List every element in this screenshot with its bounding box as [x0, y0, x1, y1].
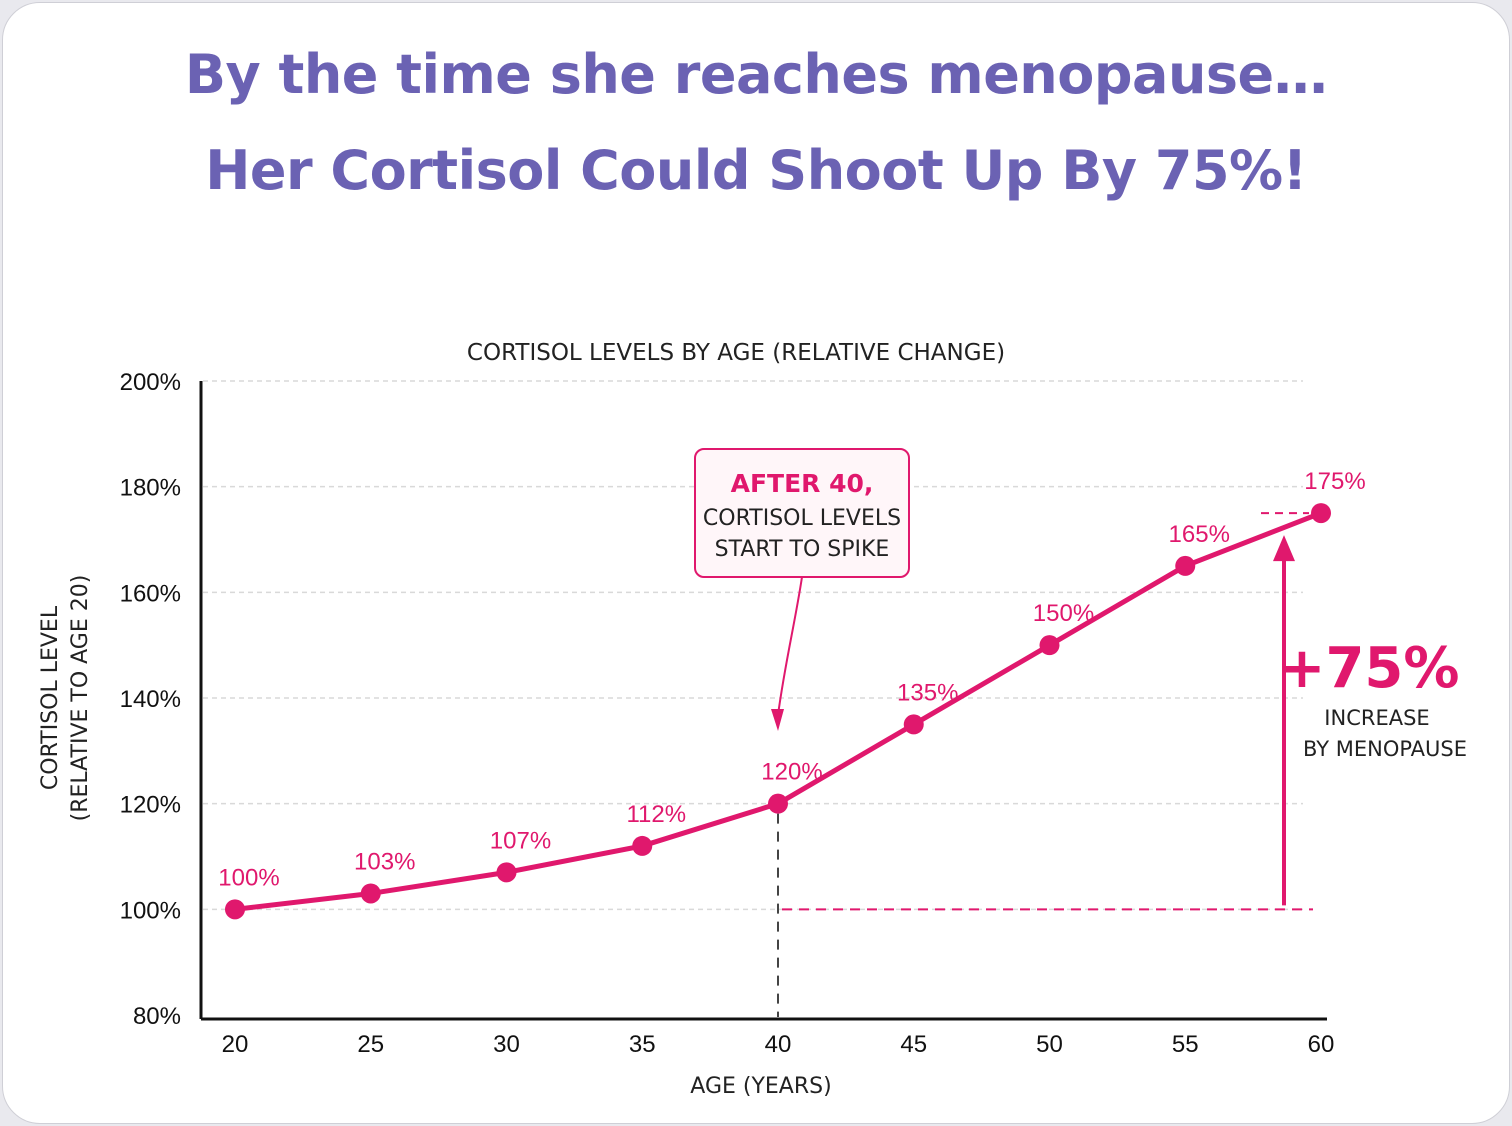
callout-line-2: CORTISOL LEVELS	[703, 506, 901, 531]
x-tick-label: 40	[765, 1031, 792, 1058]
callout-box: AFTER 40, CORTISOL LEVELS START TO SPIKE	[694, 448, 910, 578]
data-point	[1311, 503, 1331, 524]
data-label: 103%	[354, 848, 415, 875]
data-label: 165%	[1169, 521, 1230, 548]
x-tick-label: 45	[900, 1031, 927, 1058]
x-tick-label: 60	[1308, 1031, 1335, 1058]
chart-title: CORTISOL LEVELS BY AGE (RELATIVE CHANGE)	[467, 340, 1005, 366]
y-tick-label: 100%	[120, 897, 181, 924]
data-label: 107%	[490, 827, 551, 854]
callout-arrow	[777, 576, 803, 716]
y-tick-label: 140%	[120, 686, 181, 713]
x-axis-label: AGE (YEARS)	[690, 1074, 831, 1099]
y-axis-label-line-2: (RELATIVE TO AGE 20)	[68, 575, 93, 822]
reference-guides	[777, 512, 1313, 1017]
y-tick-label: 120%	[120, 792, 181, 819]
x-tick-label: 30	[493, 1031, 520, 1058]
increase-text-line-2: BY MENOPAUSE	[1303, 737, 1467, 761]
x-tick-label: 20	[222, 1031, 249, 1058]
data-point	[496, 862, 517, 883]
headline-line-2: Her Cortisol Could Shoot Up By 75%!	[205, 139, 1307, 202]
y-axis-ticks: 80% 100% 120% 140% 160% 180% 200%	[120, 369, 181, 1030]
data-label: 120%	[761, 759, 822, 786]
x-tick-label: 50	[1036, 1031, 1063, 1058]
y-tick-label: 160%	[120, 580, 181, 607]
data-label: 112%	[626, 801, 686, 828]
increase-arrowhead	[1273, 535, 1295, 562]
increase-text-line-1: INCREASE	[1324, 706, 1429, 730]
callout-line-1: AFTER 40,	[731, 469, 874, 498]
data-label: 175%	[1304, 468, 1365, 495]
data-point	[1039, 635, 1060, 656]
y-axis-label-line-1: CORTISOL LEVEL	[38, 605, 63, 790]
data-label: 135%	[897, 679, 958, 706]
data-point	[632, 835, 653, 856]
y-tick-label: 180%	[120, 475, 181, 502]
y-tick-label: 80%	[133, 1003, 181, 1030]
increase-value: +75%	[1279, 636, 1460, 701]
callout-line-3: START TO SPIKE	[715, 537, 890, 562]
data-point	[1175, 555, 1196, 576]
data-point	[903, 714, 924, 735]
data-label: 100%	[218, 864, 279, 891]
y-axis-label: CORTISOL LEVEL (RELATIVE TO AGE 20)	[38, 575, 93, 822]
data-labels: 100% 103% 107% 112% 120% 135% 150% 165% 175%	[218, 468, 1365, 891]
x-tick-label: 55	[1172, 1031, 1199, 1058]
cortisol-line-chart: CORTISOL LEVELS BY AGE (RELATIVE CHANGE)…	[38, 340, 1467, 1099]
data-point	[360, 883, 381, 904]
data-points	[225, 503, 1331, 920]
headline-line-1: By the time she reaches menopause…	[184, 43, 1328, 106]
x-tick-label: 25	[357, 1031, 384, 1058]
data-point	[225, 899, 245, 920]
x-axis-ticks: 20 25 30 35 40 45 50 55 60	[222, 1031, 1335, 1058]
y-tick-label: 200%	[120, 369, 181, 396]
data-label: 150%	[1033, 600, 1094, 627]
data-point	[768, 793, 788, 814]
x-tick-label: 35	[629, 1031, 656, 1058]
callout-arrowhead	[771, 709, 784, 731]
